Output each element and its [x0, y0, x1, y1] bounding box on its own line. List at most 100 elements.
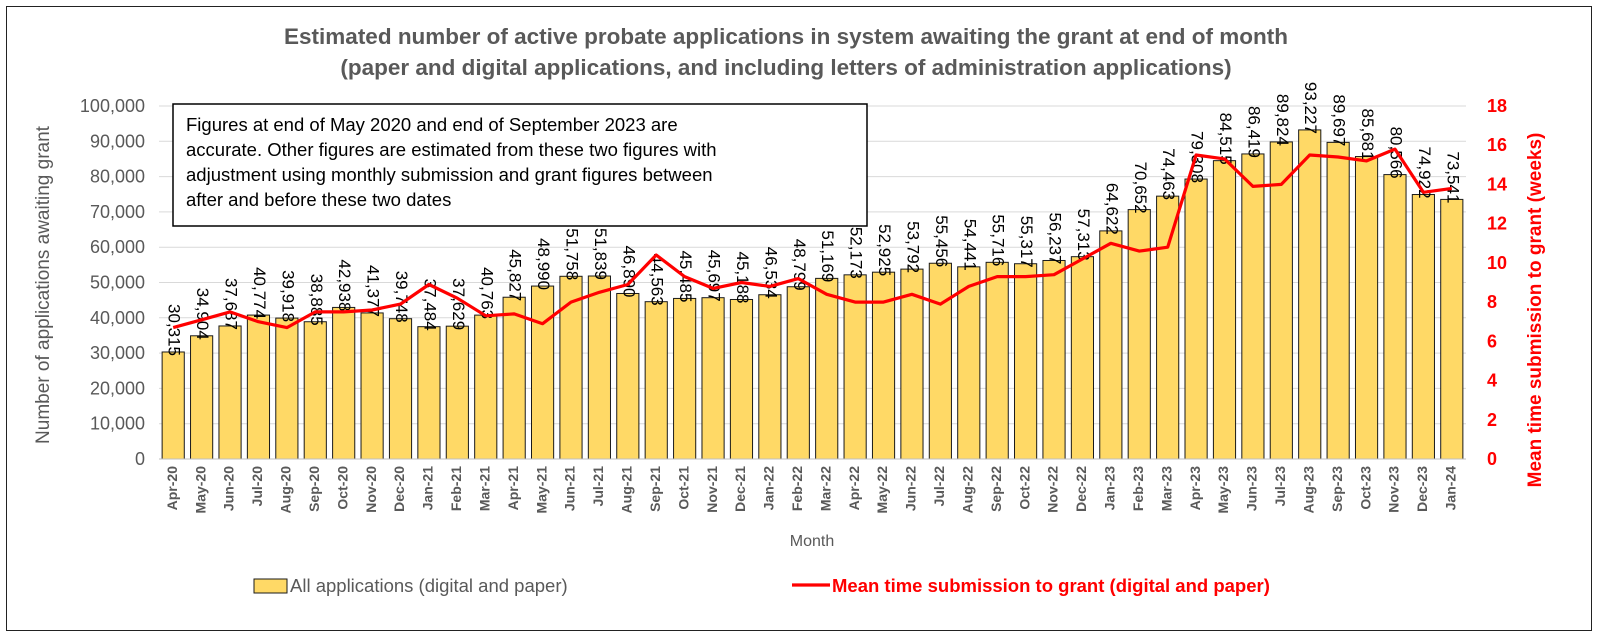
bar-value-label: 89,697: [1330, 94, 1349, 146]
bar: [530, 285, 555, 460]
bar: [1241, 153, 1265, 460]
bar-value-label: 45,697: [705, 250, 724, 302]
x-tick-label: Aug-20: [278, 466, 294, 514]
bar: [616, 292, 640, 460]
bar: [758, 294, 782, 460]
bar-value-label: 51,169: [818, 230, 837, 282]
x-tick-label: Jan-22: [761, 466, 777, 511]
bar: [729, 298, 754, 460]
y-tick-label: 20,000: [90, 378, 145, 398]
y-axis-ticks: 0 10,000 20,000 30,000 40,000 50,000 60,000 70,…: [80, 96, 145, 469]
bar-value-label: 55,716: [989, 214, 1008, 266]
chart-title-line-2: (paper and digital applications, and inc…: [340, 55, 1231, 80]
y2-tick-label: 14: [1487, 174, 1507, 194]
x-tick-label: Apr-21: [505, 466, 521, 511]
x-tick-label: Jul-21: [590, 466, 606, 507]
bar: [388, 318, 413, 460]
bar: [1042, 259, 1066, 460]
x-tick-label: Sep-21: [647, 466, 663, 512]
y-tick-label: 80,000: [90, 167, 145, 187]
x-tick-label: Jan-21: [420, 466, 436, 511]
x-tick-label: Aug-22: [959, 466, 975, 514]
bar: [1184, 178, 1208, 460]
bar-value-label: 37,484: [420, 279, 439, 331]
bar: [1383, 174, 1407, 460]
bar: [957, 266, 981, 460]
x-tick-label: May-22: [874, 466, 890, 514]
annotation-line-2: accurate. Other figures are estimated fr…: [186, 139, 717, 160]
x-tick-label: Apr-22: [846, 466, 862, 511]
y-tick-label: 40,000: [90, 308, 145, 328]
bar-value-label: 38,885: [307, 274, 326, 326]
bar-value-label: 39,748: [392, 271, 411, 323]
x-tick-label: Jul-22: [931, 466, 947, 507]
x-tick-label: Nov-22: [1045, 466, 1061, 513]
x-tick-label: May-20: [192, 466, 208, 514]
bar: [161, 351, 185, 460]
bar-value-label: 53,792: [903, 221, 922, 273]
x-tick-label: Dec-20: [391, 466, 407, 512]
bar-value-label: 48,799: [790, 239, 809, 291]
bar: [502, 296, 526, 460]
x-tick-label: Jan-23: [1102, 466, 1118, 511]
bar: [1014, 263, 1038, 460]
bar: [1156, 195, 1180, 460]
bar: [445, 325, 469, 460]
y-tick-label: 10,000: [90, 414, 145, 434]
y-tick-label: 30,000: [90, 343, 145, 363]
x-tick-label: Oct-21: [675, 466, 691, 510]
bar: [275, 317, 299, 460]
y2-tick-label: 12: [1487, 214, 1507, 234]
y2-tick-label: 8: [1487, 292, 1497, 312]
bar-value-label: 85,681: [1358, 109, 1377, 161]
x-tick-label: Feb-22: [789, 466, 805, 511]
x-tick-label: Jul-20: [249, 466, 265, 507]
bar-value-label: 45,827: [506, 249, 525, 301]
bar-value-label: 89,824: [1273, 94, 1292, 146]
y-tick-label: 100,000: [80, 96, 145, 116]
x-tick-label: Sep-22: [988, 466, 1004, 512]
legend-bar-label: All applications (digital and paper): [290, 575, 568, 596]
y2-tick-label: 6: [1487, 331, 1497, 351]
bar-value-label: 51,758: [563, 228, 582, 280]
mean-time-line: [172, 147, 1453, 330]
bar-value-label: 52,925: [875, 224, 894, 276]
y2-tick-label: 18: [1487, 96, 1507, 116]
x-tick-label: Oct-22: [1016, 466, 1032, 510]
bar-value-label: 39,918: [278, 270, 297, 322]
bar-value-label: 46,534: [761, 247, 780, 299]
bar: [985, 261, 1009, 460]
x-tick-label: Jun-20: [221, 466, 237, 511]
x-tick-label: Dec-22: [1073, 466, 1089, 512]
bar-value-label: 37,629: [449, 278, 468, 330]
y-tick-label: 60,000: [90, 237, 145, 257]
x-tick-label: Oct-23: [1357, 466, 1373, 510]
x-tick-label: Nov-23: [1386, 466, 1402, 513]
bar-value-label: 84,515: [1216, 113, 1235, 165]
bar: [786, 286, 810, 460]
bar-value-label: 48,990: [534, 238, 553, 290]
bar: [332, 306, 356, 460]
x-tick-label: Nov-21: [704, 466, 720, 513]
bar-value-label: 73,541: [1443, 151, 1462, 203]
bar: [303, 321, 327, 460]
x-tick-label: Jul-23: [1272, 466, 1288, 507]
x-tick-label: May-23: [1215, 466, 1231, 514]
annotation-line-4: after and before these two dates: [186, 189, 451, 210]
bar: [1440, 198, 1464, 460]
bar-series: [161, 129, 1464, 460]
bar-value-label: 40,763: [477, 267, 496, 319]
bar-value-label: 45,188: [733, 251, 752, 303]
annotation-box: Figures at end of May 2020 and end of Se…: [172, 103, 868, 227]
y2-tick-label: 4: [1487, 371, 1497, 391]
x-tick-label: Aug-21: [619, 466, 635, 514]
x-axis-label: Month: [790, 533, 834, 550]
y2-axis-label: Mean time submission to grant (weeks): [1525, 133, 1546, 488]
x-tick-label: Mar-22: [817, 466, 833, 511]
x-tick-label: Sep-23: [1329, 466, 1345, 512]
bar-value-label: 70,652: [1131, 162, 1150, 214]
bar-value-label: 42,938: [335, 259, 354, 311]
x-tick-label: Aug-23: [1300, 466, 1316, 514]
x-tick-label: Nov-20: [363, 466, 379, 513]
bar-value-label: 37,687: [222, 278, 241, 330]
